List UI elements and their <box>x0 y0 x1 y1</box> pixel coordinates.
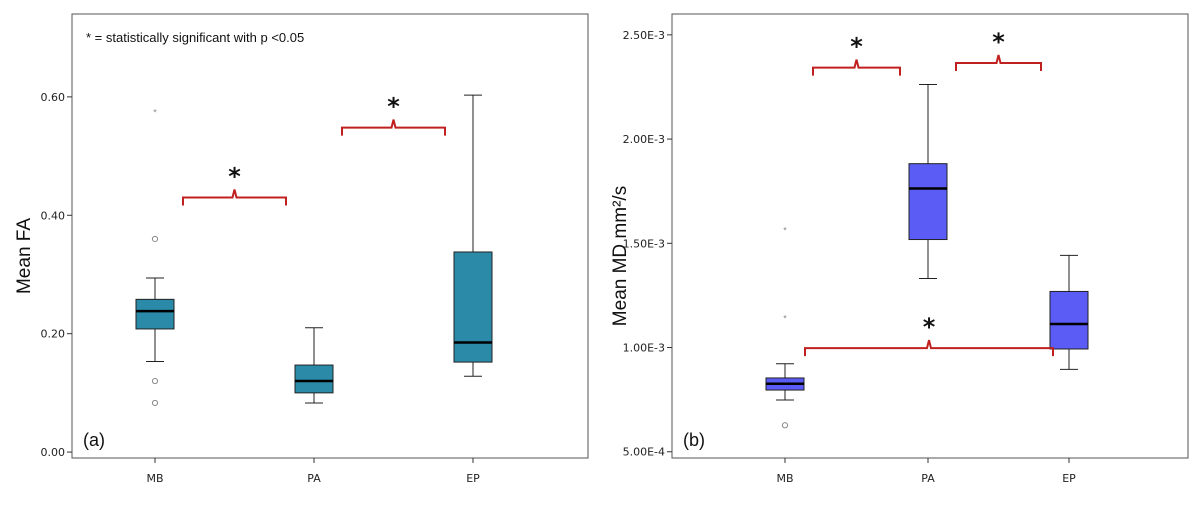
significance-star: * <box>228 163 241 191</box>
significance-note: * = statistically significant with p <0.… <box>86 30 304 45</box>
iqr-box <box>1049 290 1089 350</box>
iqr-box <box>135 298 175 330</box>
y-tick-label: 1.00E-3 <box>623 342 665 355</box>
y-tick-label: 0.00 <box>41 446 66 459</box>
x-category-label: MB <box>146 472 163 485</box>
y-tick-label: 2.00E-3 <box>623 133 665 146</box>
iqr-box <box>453 251 493 363</box>
x-category-label: EP <box>466 472 480 485</box>
panel-label: (b) <box>683 430 705 450</box>
y-axis-label: Mean MD mm²/s <box>610 186 631 326</box>
x-category-label: EP <box>1062 472 1076 485</box>
y-tick-label: 2.50E-3 <box>623 29 665 42</box>
significance-star: * <box>387 93 400 121</box>
significance-star: * <box>992 28 1005 56</box>
significance-bracket <box>182 189 287 206</box>
significance-bracket <box>804 339 1054 357</box>
outlier-point <box>781 422 789 429</box>
y-tick-label: 5.00E-4 <box>623 446 665 459</box>
box-ep <box>1049 254 1089 370</box>
box-mb: * <box>135 108 175 407</box>
box-mb: ** <box>765 225 805 429</box>
x-category-label: MB <box>776 472 793 485</box>
significance-bracket <box>812 59 901 76</box>
iqr-box <box>908 163 948 241</box>
panel-b-md: 5.00E-4 1.00E-3 1.50E-3 2.00E-3 2.50E-3 MB PA E… <box>610 13 1189 485</box>
significance-star: * <box>850 33 863 61</box>
extreme-point: * <box>783 313 787 323</box>
iqr-box <box>294 364 334 394</box>
box-ep <box>453 94 493 377</box>
box-pa <box>294 327 334 404</box>
y-tick-label: 0.40 <box>41 209 66 222</box>
significance-bracket <box>955 54 1042 71</box>
extreme-point: * <box>153 108 157 118</box>
significance-star: * <box>923 313 936 341</box>
x-category-label: PA <box>921 472 935 485</box>
y-axis-label: Mean FA <box>14 218 35 294</box>
outlier-point <box>151 399 159 407</box>
y-tick-label: 0.20 <box>41 328 66 341</box>
outlier-point <box>151 235 159 243</box>
panel-label: (a) <box>83 430 105 450</box>
box-pa <box>908 83 948 280</box>
outlier-point <box>151 377 159 385</box>
x-category-label: PA <box>307 472 321 485</box>
plot-frame <box>671 13 1189 459</box>
plot-frame <box>71 13 589 459</box>
extreme-point: * <box>783 225 787 235</box>
y-tick-label: 1.50E-3 <box>623 237 665 250</box>
significance-bracket <box>341 119 446 136</box>
y-tick-label: 0.60 <box>41 91 66 104</box>
panel-a-fa: 0.00 0.20 0.40 0.60 MB PA EP Mean FA (a) * = stat… <box>14 13 589 485</box>
